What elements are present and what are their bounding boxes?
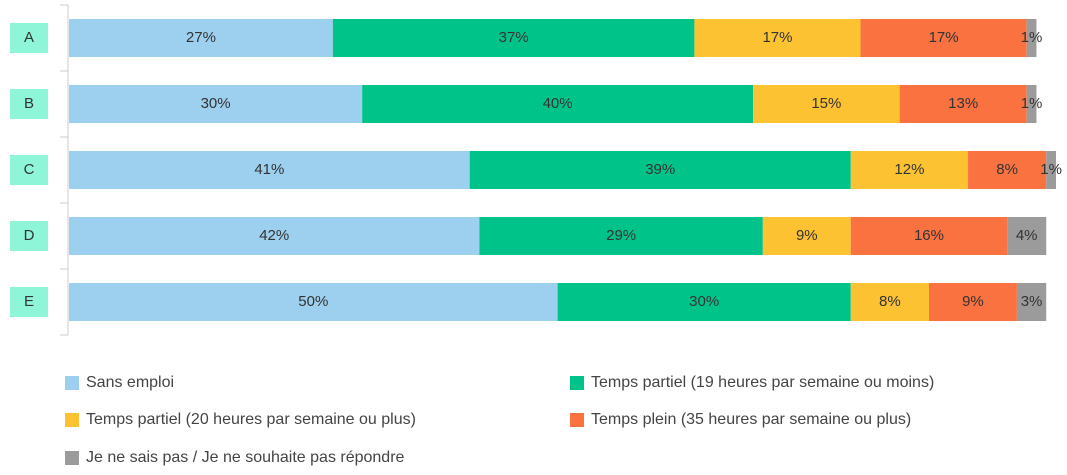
- y-tick-label: B: [24, 95, 34, 112]
- value-label: 1%: [1040, 161, 1062, 178]
- bar-segment: [69, 217, 480, 255]
- legend-swatch: [65, 376, 79, 390]
- value-label: 1%: [1021, 95, 1043, 112]
- legend-label: Sans emploi: [86, 374, 174, 391]
- bar-segment: [860, 19, 1027, 57]
- legend-swatch: [65, 413, 79, 427]
- bar-segment: [69, 85, 363, 123]
- value-label: 8%: [996, 161, 1018, 178]
- category-box: [10, 23, 48, 53]
- bar-segment: [479, 217, 763, 255]
- y-tick-label: D: [24, 227, 35, 244]
- bar-segment: [762, 217, 851, 255]
- bar-segment: [69, 151, 470, 189]
- value-label: 4%: [1016, 227, 1038, 244]
- bar-segment: [899, 85, 1027, 123]
- category-box: [10, 155, 48, 185]
- legend-swatch: [65, 451, 79, 465]
- bar-segment: [1046, 151, 1056, 189]
- legend-label: Je ne sais pas / Je ne souhaite pas répo…: [86, 449, 405, 466]
- value-label: 40%: [543, 95, 573, 112]
- legend-label: Temps partiel (19 heures par semaine ou …: [591, 374, 934, 391]
- bar-segment: [850, 217, 1008, 255]
- value-label: 30%: [201, 95, 231, 112]
- legend-label: Temps partiel (20 heures par semaine ou …: [86, 411, 416, 428]
- value-label: 8%: [879, 293, 901, 310]
- bar-segment: [469, 151, 851, 189]
- bar-segment: [69, 19, 333, 57]
- value-label: 9%: [962, 293, 984, 310]
- value-label: 16%: [914, 227, 944, 244]
- y-tick-label: E: [24, 293, 34, 310]
- category-box: [10, 221, 48, 251]
- value-label: 15%: [811, 95, 841, 112]
- value-label: 37%: [499, 29, 529, 46]
- bar-segment: [968, 151, 1047, 189]
- bar-segment: [1026, 19, 1037, 57]
- bar-segment: [1007, 217, 1047, 255]
- category-box: [10, 89, 48, 119]
- bar-segment: [557, 283, 851, 321]
- bar-segment: [850, 283, 929, 321]
- value-label: 17%: [929, 29, 959, 46]
- plot: A 27% 37% 17% 17% 1% B 30% 40% 15% 13% 1% C 41% 39% 12%…: [10, 4, 1062, 336]
- bar-segment: [1026, 85, 1037, 123]
- value-label: 27%: [186, 29, 216, 46]
- bar-segment: [69, 283, 558, 321]
- value-label: 50%: [298, 293, 328, 310]
- value-label: 17%: [762, 29, 792, 46]
- bar-segment: [694, 19, 861, 57]
- value-label: 12%: [894, 161, 924, 178]
- value-label: 1%: [1021, 29, 1043, 46]
- legend: Sans emploi Temps partiel (19 heures par …: [65, 374, 934, 466]
- value-label: 39%: [645, 161, 675, 178]
- bar-segment: [850, 151, 969, 189]
- bar-segment: [1016, 283, 1047, 321]
- legend-swatch: [570, 413, 584, 427]
- legend-label: Temps plein (35 heures par semaine ou pl…: [591, 411, 911, 428]
- bar-segment: [753, 85, 900, 123]
- y-tick-label: A: [24, 29, 34, 46]
- value-label: 42%: [259, 227, 289, 244]
- bar-segment: [332, 19, 695, 57]
- value-label: 41%: [254, 161, 284, 178]
- value-label: 29%: [606, 227, 636, 244]
- legend-swatch: [570, 376, 584, 390]
- value-label: 3%: [1021, 293, 1043, 310]
- bar-segment: [362, 85, 754, 123]
- category-box: [10, 287, 48, 317]
- value-label: 9%: [796, 227, 818, 244]
- value-label: 13%: [948, 95, 978, 112]
- bar-segment: [928, 283, 1017, 321]
- y-tick-label: C: [24, 161, 35, 178]
- value-label: 30%: [689, 293, 719, 310]
